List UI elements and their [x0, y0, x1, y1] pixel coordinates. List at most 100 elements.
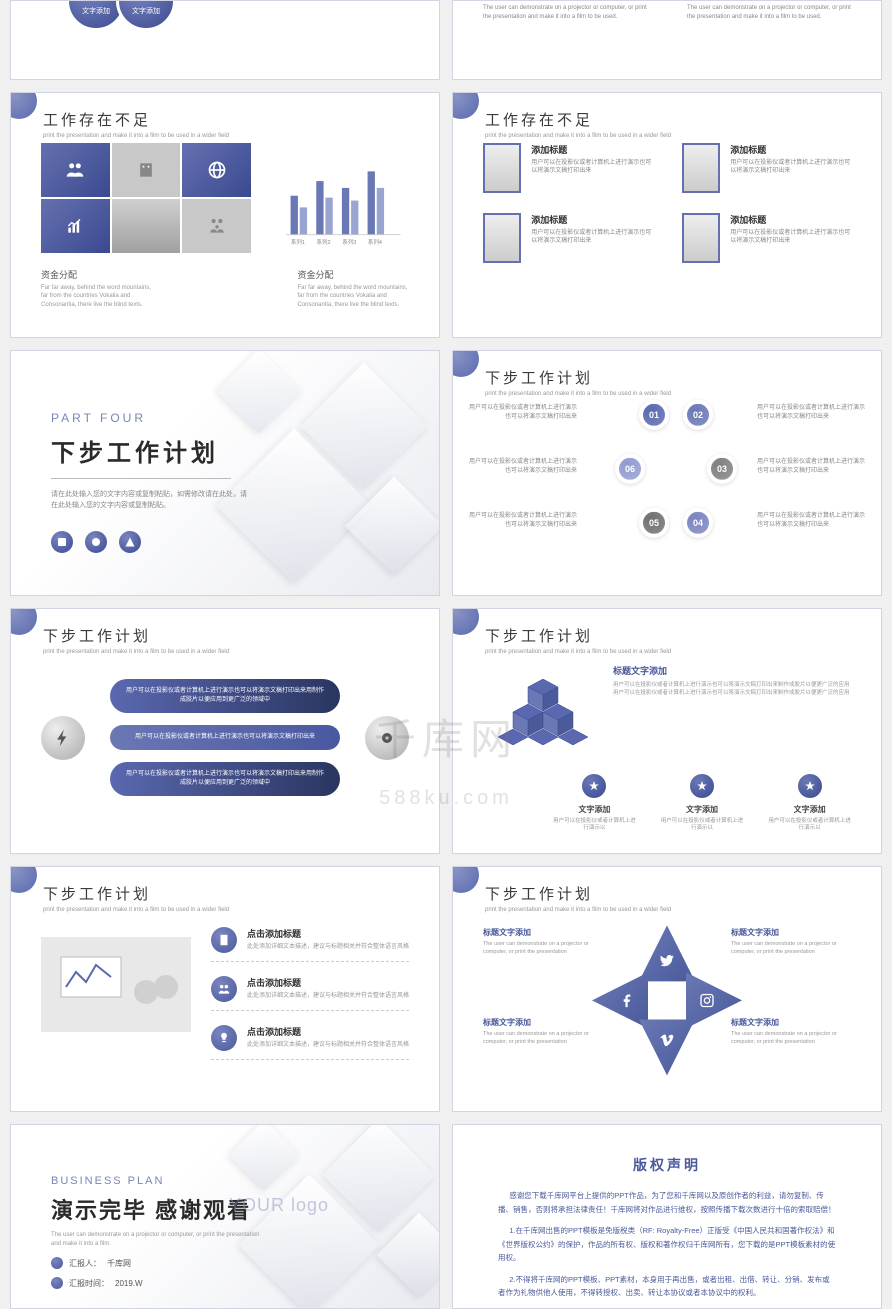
slide-title: 工作存在不足	[485, 109, 671, 130]
slide-10: 下步工作计划 print the presentation and make i…	[452, 866, 882, 1112]
label-p: Far far away, behind the word mountains,…	[41, 284, 153, 309]
corner-dot	[452, 92, 479, 119]
item-icon	[211, 927, 237, 953]
slide-sub: print the presentation and make it into …	[485, 133, 671, 139]
item-p: 此处添加详细文本描述，建议与标题相关并符合整体语言风格	[247, 992, 409, 1000]
s4-item: 添加标题用户可以在投影仪或者计算机上进行演示也可以将演示文稿打印出来	[682, 213, 851, 263]
corner-dot	[452, 350, 479, 377]
item-icon	[211, 976, 237, 1002]
label-p: Far far away, behind the word mountains,…	[298, 284, 410, 309]
corner-h: 标题文字添加	[483, 1017, 603, 1028]
star-p: 用户可以在投影仪或者计算机上进行演示以	[768, 818, 851, 833]
star-icon	[582, 774, 606, 798]
slide-title: 下步工作计划	[485, 367, 671, 388]
circle-label: 文字添加	[132, 6, 160, 16]
slide-sub: print the presentation and make it into …	[485, 391, 671, 397]
pill-text: 用户可以在投影仪或者计算机上进行演示也可以将演示文稿打印出来用制作成胶片以便应用…	[110, 762, 340, 796]
item-icon	[211, 1025, 237, 1051]
hex-node: 02	[683, 400, 713, 430]
svg-text:系列1: 系列1	[291, 238, 305, 246]
meta-key: 汇报时间：	[69, 1278, 109, 1289]
item-h: 添加标题	[730, 213, 851, 226]
s9-item: 点击添加标题此处添加详细文本描述，建议与标题相关并符合整体语言风格	[211, 927, 409, 962]
hex-text: 用户可以在投影仪或者计算机上进行演示也可以将演示文稿打印出来	[757, 512, 867, 530]
image-placeholder	[483, 143, 521, 193]
star-h: 文字添加	[553, 804, 636, 815]
icon-grid	[41, 143, 251, 253]
hex-node: 01	[639, 400, 669, 430]
top-h: 标题文字添加	[613, 664, 851, 677]
facebook-icon	[619, 992, 635, 1008]
copyright-para: 2.不得将千库网的PPT模板、PPT素材，本身用于再出售，或者出租、出借、转让、…	[498, 1273, 836, 1300]
slide-3: 工作存在不足 print the presentation and make i…	[10, 92, 440, 338]
item-h: 点击添加标题	[247, 1025, 409, 1038]
slide-title: 下步工作计划	[485, 625, 671, 646]
image-placeholder	[682, 143, 720, 193]
slide-5: PART FOUR 下步工作计划 请在此处输入您的文字内容或复制粘贴，如需修改请…	[10, 350, 440, 596]
item-h: 点击添加标题	[247, 976, 409, 989]
corner-dot	[10, 608, 37, 635]
slide-1: 文字添加 文字添加	[10, 0, 440, 80]
corner-h: 标题文字添加	[731, 1017, 851, 1028]
people-icon	[65, 160, 85, 180]
col-body: The user can demonstrate on a projector …	[687, 4, 851, 22]
corner-h: 标题文字添加	[731, 927, 851, 938]
corner-p: The user can demonstrate on a projector …	[731, 941, 851, 956]
slide-sub: print the presentation and make it into …	[43, 907, 229, 913]
s4-item: 添加标题用户可以在投影仪或者计算机上进行演示也可以将演示文稿打印出来	[682, 143, 851, 193]
bar-chart: 系列1系列2系列3系列4	[271, 143, 411, 253]
section-body: 请在此处输入您的文字内容或复制粘贴，如需修改请在此处，请在此处输入您的文字内容或…	[51, 489, 251, 511]
item-h: 添加标题	[531, 213, 652, 226]
slide-2: 标题文字添加 The user can demonstrate on a pro…	[452, 0, 882, 80]
hex-text: 用户可以在投影仪或者计算机上进行演示也可以将演示文稿打印出来	[467, 458, 577, 476]
slide-8: 下步工作计划 print the presentation and make i…	[452, 608, 882, 854]
twitter-icon	[659, 952, 675, 968]
meta-val: 2019.W	[115, 1279, 143, 1288]
star-p: 用户可以在投影仪或者计算机上进行演示以	[553, 818, 636, 833]
slide-11: BUSINESS PLAN 演示完毕 感谢观看 The user can dem…	[10, 1124, 440, 1309]
part-label: BUSINESS PLAN	[51, 1175, 271, 1187]
section-icon	[85, 531, 107, 553]
s9-item: 点击添加标题此处添加详细文本描述，建议与标题相关并符合整体语言风格	[211, 976, 409, 1011]
pill-text: 用户可以在投影仪或者计算机上进行演示也可以将演示文稿打印出来用制作成胶片以便应用…	[110, 679, 340, 713]
item-p: 用户可以在投影仪或者计算机上进行演示也可以将演示文稿打印出来	[531, 229, 652, 246]
copyright-para: 1.在千库网出售的PPT模板是免版税类（RF: Royalty-Free）正版受…	[498, 1224, 836, 1265]
corner-dot	[452, 866, 479, 893]
section-title: 下步工作计划	[51, 433, 251, 468]
star-item: 文字添加用户可以在投影仪或者计算机上进行演示以	[661, 774, 744, 833]
item-h: 点击添加标题	[247, 927, 409, 940]
slide-title: 下步工作计划	[43, 883, 229, 904]
slide-title: 下步工作计划	[43, 625, 229, 646]
slide-title: 工作存在不足	[43, 109, 229, 130]
star-icon	[798, 774, 822, 798]
item-h: 添加标题	[730, 143, 851, 156]
chart-icon	[65, 216, 85, 236]
corner-p: The user can demonstrate on a projector …	[483, 1031, 603, 1046]
doc-icon	[88, 0, 104, 3]
corner-dot	[10, 92, 37, 119]
item-p: 用户可以在投影仪或者计算机上进行演示也可以将演示文稿打印出来	[730, 229, 851, 246]
vimeo-icon	[659, 1032, 675, 1048]
hex-node: 06	[615, 454, 645, 484]
copyright-title: 版权声明	[498, 1155, 836, 1175]
star-icon	[690, 774, 714, 798]
item-p: 此处添加详细文本描述，建议与标题相关并符合整体语言风格	[247, 1041, 409, 1049]
ball-icon	[41, 716, 85, 760]
corner-p: The user can demonstrate on a projector …	[731, 1031, 851, 1046]
corner-dot	[452, 608, 479, 635]
svg-text:系列3: 系列3	[342, 238, 356, 246]
hex-text: 用户可以在投影仪或者计算机上进行演示也可以将演示文稿打印出来	[757, 404, 867, 422]
slide-sub: print the presentation and make it into …	[43, 133, 229, 139]
item-p: 用户可以在投影仪或者计算机上进行演示也可以将演示文稿打印出来	[531, 159, 652, 176]
meta-key: 汇报人：	[69, 1258, 101, 1269]
hex-text: 用户可以在投影仪或者计算机上进行演示也可以将演示文稿打印出来	[467, 512, 577, 530]
slide-sub: print the presentation and make it into …	[485, 907, 671, 913]
image-placeholder	[682, 213, 720, 263]
label-h: 资金分配	[298, 268, 410, 281]
image-placeholder	[41, 937, 191, 1032]
slide-sub: print the presentation and make it into …	[485, 649, 671, 655]
slide-9: 下步工作计划 print the presentation and make i…	[10, 866, 440, 1112]
top-p: 用户可以在投影仪或者计算机上进行演示也可以将演示文稿打印出来制作成胶片以便更广泛…	[613, 681, 851, 698]
hex-node: 03	[707, 454, 737, 484]
s9-item: 点击添加标题此处添加详细文本描述，建议与标题相关并符合整体语言风格	[211, 1025, 409, 1060]
